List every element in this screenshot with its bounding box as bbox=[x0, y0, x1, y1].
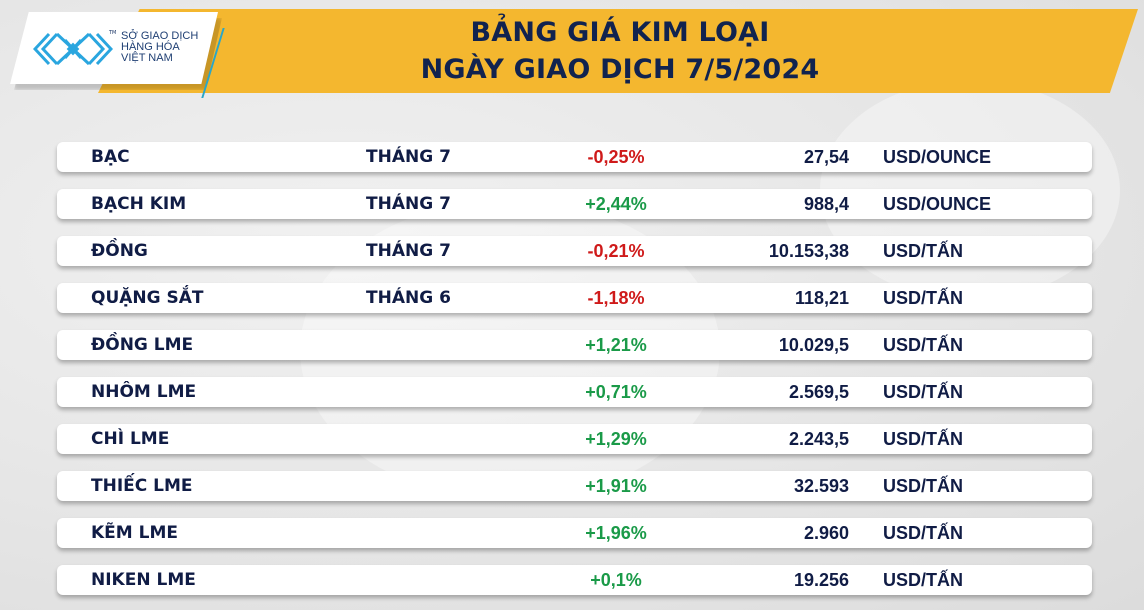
logo-text: SỞ GIAO DỊCH HÀNG HÓA VIỆT NAM bbox=[121, 31, 198, 64]
percent-change: +2,44% bbox=[585, 194, 647, 214]
metal-name: BẠCH KIM bbox=[91, 194, 187, 214]
table-row: BẠCH KIM THÁNG 7 +2,44% 988,4 USD/OUNCE bbox=[57, 189, 1092, 219]
metal-name: THIẾC LME bbox=[91, 476, 193, 496]
price: 2.243,5 bbox=[788, 429, 849, 449]
metal-name: ĐỒNG LME bbox=[91, 335, 194, 355]
contract-month: THÁNG 6 bbox=[366, 288, 451, 308]
unit: USD/TẤN bbox=[883, 476, 963, 496]
logo-line-1: SỞ GIAO DỊCH bbox=[121, 30, 199, 42]
title-line-1: BẢNG GIÁ KIM LOẠI bbox=[470, 17, 770, 48]
metal-name: ĐỒNG bbox=[91, 241, 148, 261]
page-title: BẢNG GIÁ KIM LOẠI NGÀY GIAO DỊCH 7/5/202… bbox=[250, 14, 990, 88]
percent-change: +1,21% bbox=[585, 335, 647, 355]
trademark-mark: TM bbox=[109, 30, 117, 36]
table-row: ĐỒNG LME +1,21% 10.029,5 USD/TẤN bbox=[57, 330, 1092, 360]
table-row: QUẶNG SẮT THÁNG 6 -1,18% 118,21 USD/TẤN bbox=[57, 283, 1092, 313]
title-line-2: NGÀY GIAO DỊCH 7/5/2024 bbox=[420, 54, 820, 85]
unit: USD/TẤN bbox=[883, 523, 963, 543]
mxv-logo-icon bbox=[33, 32, 113, 66]
price: 10.153,38 bbox=[768, 241, 849, 261]
percent-change: -0,25% bbox=[587, 147, 645, 167]
price: 988,4 bbox=[803, 194, 849, 214]
price: 19.256 bbox=[793, 570, 849, 590]
price: 32.593 bbox=[793, 476, 849, 496]
logo-line-2: HÀNG HÓA bbox=[121, 41, 180, 53]
table-row: CHÌ LME +1,29% 2.243,5 USD/TẤN bbox=[57, 424, 1092, 454]
price: 10.029,5 bbox=[778, 335, 849, 355]
table-row: NHÔM LME +0,71% 2.569,5 USD/TẤN bbox=[57, 377, 1092, 407]
metal-name: BẠC bbox=[91, 147, 130, 167]
price: 118,21 bbox=[794, 288, 849, 308]
logo-line-3: VIỆT NAM bbox=[121, 52, 173, 64]
table-row: NIKEN LME +0,1% 19.256 USD/TẤN bbox=[57, 565, 1092, 595]
price: 27,54 bbox=[803, 147, 849, 167]
unit: USD/TẤN bbox=[883, 570, 963, 590]
table-row: THIẾC LME +1,91% 32.593 USD/TẤN bbox=[57, 471, 1092, 501]
metal-name: NHÔM LME bbox=[91, 382, 197, 402]
unit: USD/TẤN bbox=[883, 241, 963, 261]
contract-month: THÁNG 7 bbox=[366, 194, 451, 214]
unit: USD/OUNCE bbox=[883, 194, 992, 214]
percent-change: -0,21% bbox=[587, 241, 645, 261]
price: 2.569,5 bbox=[788, 382, 849, 402]
metal-name: KẼM LME bbox=[91, 523, 178, 543]
table-row: BẠC THÁNG 7 -0,25% 27,54 USD/OUNCE bbox=[57, 142, 1092, 172]
percent-change: +0,71% bbox=[585, 382, 647, 402]
table-row: KẼM LME +1,96% 2.960 USD/TẤN bbox=[57, 518, 1092, 548]
metal-name: QUẶNG SẮT bbox=[91, 288, 204, 308]
percent-change: +1,29% bbox=[585, 429, 647, 449]
unit: USD/TẤN bbox=[883, 335, 963, 355]
price: 2.960 bbox=[803, 523, 849, 543]
header-banner bbox=[98, 9, 1138, 93]
metal-name: CHÌ LME bbox=[91, 429, 170, 449]
table-row: ĐỒNG THÁNG 7 -0,21% 10.153,38 USD/TẤN bbox=[57, 236, 1092, 266]
contract-month: THÁNG 7 bbox=[366, 147, 451, 167]
unit: USD/OUNCE bbox=[883, 147, 992, 167]
unit: USD/TẤN bbox=[883, 382, 963, 402]
unit: USD/TẤN bbox=[883, 288, 963, 308]
percent-change: -1,18% bbox=[587, 288, 645, 308]
contract-month: THÁNG 7 bbox=[366, 241, 451, 261]
metal-name: NIKEN LME bbox=[91, 570, 196, 590]
percent-change: +1,96% bbox=[585, 523, 647, 543]
percent-change: +0,1% bbox=[590, 570, 642, 590]
percent-change: +1,91% bbox=[585, 476, 647, 496]
unit: USD/TẤN bbox=[883, 429, 963, 449]
